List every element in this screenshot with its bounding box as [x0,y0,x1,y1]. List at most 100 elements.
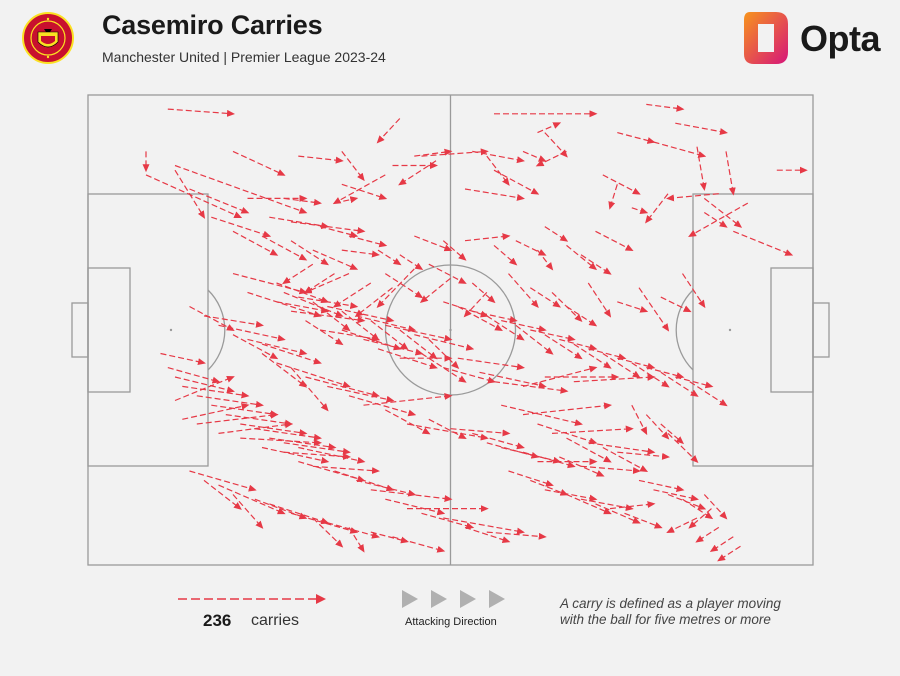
carry-arrow [624,512,663,529]
carry-arrow [363,392,453,406]
club-crest-icon [22,12,74,64]
carry-arrow [443,301,489,318]
carry-arrow [348,527,365,553]
carry-arrow [384,273,424,299]
carry-arrow [261,353,308,388]
carry-arrow [566,437,612,463]
carry-arrow [240,423,308,437]
carry-arrow [303,273,335,294]
carry-arrow [160,352,206,366]
left-penalty-box [87,193,209,467]
right-penalty-spot [728,328,732,332]
carry-arrow [537,423,598,445]
carry-arrow [261,343,322,365]
carry-arrow [725,151,736,196]
carry-arrow [508,470,554,487]
carry-arrow [332,282,372,308]
carry-arrow [595,503,641,524]
carry-arrow [167,108,235,117]
carry-arrow [566,244,598,271]
carry-arrow [573,373,656,383]
carry-arrow [174,164,308,214]
carry-arrow [566,305,598,327]
carry-arrow [653,141,707,158]
carry-arrow [182,385,250,399]
carry-arrow [501,404,583,427]
carry-arrow [189,305,235,331]
carry-arrow [247,338,308,356]
carry-arrow [450,428,511,437]
page-subtitle: Manchester United | Premier League 2023-… [102,49,386,65]
carry-arrow [276,282,330,303]
carry-arrow [472,310,518,323]
attacking-direction-icon [402,590,505,608]
carry-arrow [327,305,395,323]
carry-arrow [283,197,322,206]
carry-arrow [319,329,380,342]
carry-arrow [428,418,467,440]
carry-arrow [211,216,272,238]
carry-arrow [406,423,489,441]
carry-arrow [421,512,475,530]
carry-arrow [486,155,510,186]
carry-arrow [218,421,293,434]
carry-arrow [370,489,453,502]
carry-arrow [689,381,728,407]
carry-arrow [298,446,366,464]
carry-arrow [327,522,380,539]
carry-arrow [595,230,634,252]
carry-arrow [377,249,402,266]
carry-arrow [167,367,221,384]
carry-arrow [631,362,670,388]
carry-arrow [298,155,344,164]
carry-arrow [182,403,250,420]
carries-layer [142,103,808,562]
carry-arrow [218,484,286,515]
carry-arrow [508,273,539,309]
carry-arrow [327,385,395,403]
carry-arrow [312,517,344,548]
carry-arrow [530,329,576,342]
carry-arrow [696,146,707,191]
carry-arrow [717,545,741,562]
carry-arrow [276,362,351,388]
carry-arrow [348,235,388,248]
carry-arrow [530,479,569,496]
carry-arrow [269,437,337,451]
carry-arrow [602,352,641,379]
carry-arrow [660,371,699,397]
carry-arrow [385,324,453,342]
carry-arrow [566,493,612,515]
carry-count: 236 [203,611,232,630]
carry-arrow [419,277,451,304]
carry-arrow [631,207,649,214]
carry-arrow [493,169,540,195]
carry-arrow [695,526,720,543]
carry-arrow [535,150,567,167]
carry-arrow [269,216,330,230]
carry-arrow [681,273,706,309]
carry-arrow [515,324,554,355]
carry-arrow [392,536,446,553]
carry-arrow [537,249,554,271]
carry-arrow [522,150,547,162]
carry-arrow [218,324,286,342]
page-title: Casemiro Carries [102,10,323,40]
carry-arrow [196,395,264,408]
carry-arrow [617,301,649,313]
carry-arrow [638,479,685,492]
carry-arrow [283,442,351,455]
right-penalty-box [692,193,814,467]
carry-arrow [457,305,503,331]
carry-arrow [283,291,344,317]
carry-arrow [247,291,322,318]
carry-arrow [457,357,525,371]
opta-logo-icon [744,12,788,64]
carry-arrow [463,291,488,318]
left-penalty-arc [207,289,226,371]
carry-map-pitch [71,94,830,566]
carry-arrow [174,169,206,219]
carry-arrow [261,235,308,261]
left-six-yard-box [87,267,131,393]
carry-arrow [529,287,561,308]
